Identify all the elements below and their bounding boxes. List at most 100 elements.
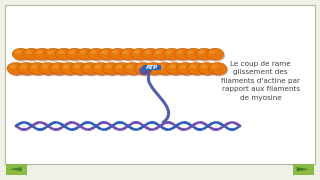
Ellipse shape bbox=[140, 65, 152, 75]
Ellipse shape bbox=[70, 62, 89, 74]
Ellipse shape bbox=[92, 62, 110, 74]
Ellipse shape bbox=[123, 50, 129, 54]
Ellipse shape bbox=[29, 64, 48, 76]
Ellipse shape bbox=[80, 50, 86, 54]
Ellipse shape bbox=[90, 50, 97, 54]
Ellipse shape bbox=[114, 64, 132, 76]
Ellipse shape bbox=[198, 50, 204, 54]
Ellipse shape bbox=[10, 64, 17, 69]
Ellipse shape bbox=[88, 48, 105, 60]
Ellipse shape bbox=[93, 64, 111, 76]
FancyBboxPatch shape bbox=[143, 65, 161, 70]
Ellipse shape bbox=[188, 64, 207, 76]
Ellipse shape bbox=[206, 48, 224, 60]
Ellipse shape bbox=[174, 48, 191, 60]
Ellipse shape bbox=[199, 64, 217, 76]
Ellipse shape bbox=[23, 48, 40, 60]
Ellipse shape bbox=[36, 50, 43, 54]
Ellipse shape bbox=[12, 48, 29, 60]
Ellipse shape bbox=[133, 50, 140, 54]
Ellipse shape bbox=[212, 64, 218, 69]
Ellipse shape bbox=[61, 64, 79, 76]
Ellipse shape bbox=[177, 62, 195, 74]
Ellipse shape bbox=[34, 48, 51, 60]
Ellipse shape bbox=[137, 64, 144, 69]
Ellipse shape bbox=[18, 62, 36, 74]
Ellipse shape bbox=[190, 64, 197, 69]
Ellipse shape bbox=[131, 48, 148, 60]
Ellipse shape bbox=[81, 62, 100, 74]
Ellipse shape bbox=[77, 48, 94, 60]
Ellipse shape bbox=[187, 62, 205, 74]
Ellipse shape bbox=[152, 48, 170, 60]
Ellipse shape bbox=[121, 50, 139, 62]
Ellipse shape bbox=[188, 50, 194, 54]
Ellipse shape bbox=[113, 62, 131, 74]
Ellipse shape bbox=[69, 50, 75, 54]
Ellipse shape bbox=[208, 50, 225, 62]
Ellipse shape bbox=[47, 50, 53, 54]
Ellipse shape bbox=[20, 64, 27, 69]
Ellipse shape bbox=[55, 48, 73, 60]
Ellipse shape bbox=[101, 50, 108, 54]
Ellipse shape bbox=[44, 48, 62, 60]
Ellipse shape bbox=[144, 50, 150, 54]
Ellipse shape bbox=[164, 50, 182, 62]
Ellipse shape bbox=[198, 62, 216, 74]
Polygon shape bbox=[9, 167, 22, 171]
Ellipse shape bbox=[7, 62, 25, 74]
Ellipse shape bbox=[51, 64, 69, 76]
Polygon shape bbox=[297, 167, 309, 171]
Ellipse shape bbox=[145, 62, 163, 74]
Ellipse shape bbox=[73, 64, 80, 69]
Ellipse shape bbox=[167, 64, 186, 76]
Ellipse shape bbox=[39, 62, 57, 74]
Ellipse shape bbox=[52, 64, 59, 69]
FancyBboxPatch shape bbox=[6, 164, 27, 175]
Ellipse shape bbox=[46, 50, 63, 62]
Ellipse shape bbox=[63, 64, 69, 69]
Ellipse shape bbox=[125, 64, 143, 76]
Ellipse shape bbox=[100, 50, 117, 62]
Ellipse shape bbox=[58, 50, 64, 54]
Ellipse shape bbox=[35, 50, 52, 62]
Ellipse shape bbox=[209, 50, 215, 54]
Ellipse shape bbox=[210, 64, 228, 76]
Ellipse shape bbox=[66, 48, 84, 60]
Ellipse shape bbox=[31, 64, 38, 69]
Ellipse shape bbox=[78, 50, 95, 62]
Ellipse shape bbox=[166, 50, 172, 54]
Ellipse shape bbox=[40, 64, 58, 76]
Ellipse shape bbox=[102, 62, 121, 74]
Ellipse shape bbox=[89, 50, 106, 62]
Ellipse shape bbox=[134, 62, 152, 74]
Ellipse shape bbox=[83, 64, 101, 76]
Ellipse shape bbox=[186, 50, 204, 62]
Ellipse shape bbox=[132, 50, 149, 62]
Ellipse shape bbox=[197, 50, 214, 62]
Ellipse shape bbox=[104, 64, 122, 76]
Ellipse shape bbox=[154, 50, 171, 62]
Ellipse shape bbox=[72, 64, 90, 76]
Ellipse shape bbox=[157, 64, 175, 76]
Ellipse shape bbox=[196, 48, 213, 60]
Ellipse shape bbox=[146, 64, 164, 76]
Ellipse shape bbox=[24, 50, 42, 62]
Ellipse shape bbox=[57, 50, 74, 62]
Ellipse shape bbox=[109, 48, 127, 60]
Ellipse shape bbox=[178, 64, 196, 76]
FancyBboxPatch shape bbox=[5, 5, 315, 164]
Ellipse shape bbox=[13, 50, 31, 62]
Ellipse shape bbox=[163, 48, 180, 60]
Ellipse shape bbox=[49, 62, 68, 74]
Ellipse shape bbox=[42, 64, 48, 69]
Text: Le coup de rame
glissement des
filaments d'actine par
rapport aux filaments
de m: Le coup de rame glissement des filaments… bbox=[221, 61, 300, 101]
Ellipse shape bbox=[156, 62, 174, 74]
Ellipse shape bbox=[68, 50, 85, 62]
Ellipse shape bbox=[19, 64, 37, 76]
Ellipse shape bbox=[95, 64, 101, 69]
Ellipse shape bbox=[26, 50, 32, 54]
Ellipse shape bbox=[169, 64, 176, 69]
Ellipse shape bbox=[15, 50, 21, 54]
Ellipse shape bbox=[148, 64, 155, 69]
